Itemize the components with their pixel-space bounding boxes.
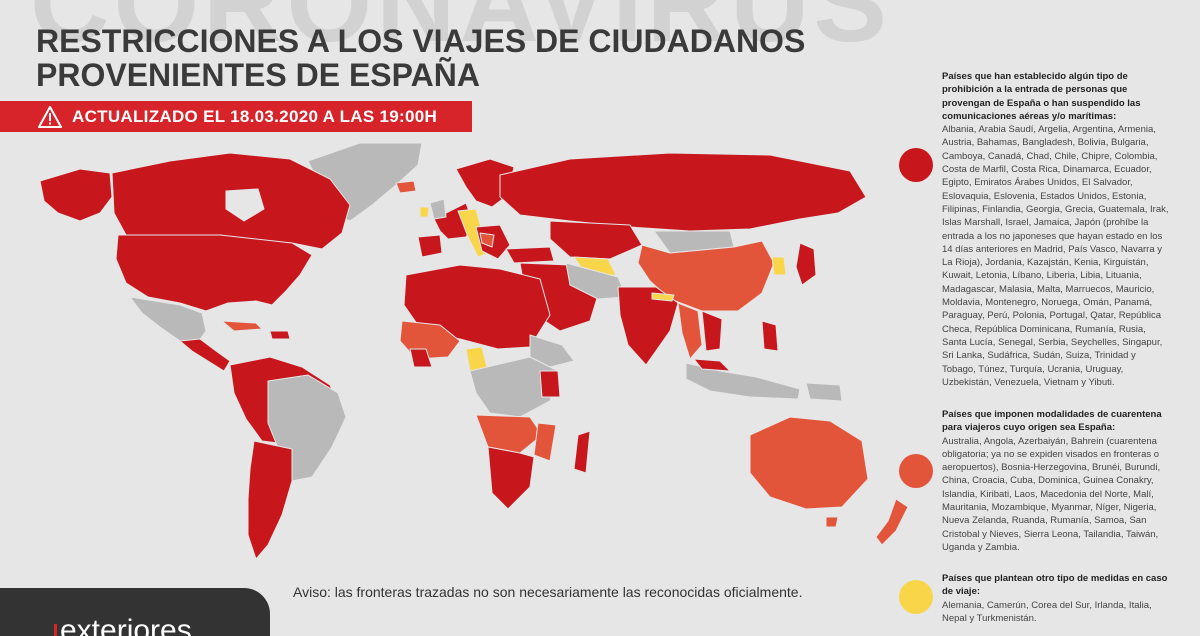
background-watermark-word: CORONAVIRUS xyxy=(30,0,891,65)
logo-accent-bar xyxy=(54,624,57,636)
region-uk xyxy=(429,198,447,220)
warning-icon xyxy=(38,105,62,128)
logo-text: exteriores xyxy=(60,614,192,636)
region-alaska xyxy=(39,168,113,222)
region-horn-of-africa xyxy=(529,334,575,368)
brand-logo: exteriores xyxy=(0,588,270,636)
legend-text-quarantine: Países que imponen modalidades de cuaren… xyxy=(942,408,1172,554)
region-kazakhstan xyxy=(549,220,643,260)
legend-text-other: Países que plantean otro tipo de medidas… xyxy=(942,572,1172,625)
update-label: ACTUALIZADO EL 18.03.2020 A LAS 19:00H xyxy=(72,106,438,126)
region-madagascar xyxy=(573,430,591,474)
legend-dot-prohibition xyxy=(899,148,933,182)
region-malaysia xyxy=(693,358,731,372)
region-iran-afghanistan xyxy=(565,262,627,300)
region-turkey xyxy=(505,246,555,264)
region-indonesia xyxy=(685,362,801,400)
region-australia xyxy=(749,416,869,510)
legend-heading-quarantine: Países que imponen modalidades de cuaren… xyxy=(942,409,1162,434)
legend-text-prohibition: Países que han establecido algún tipo de… xyxy=(942,70,1172,389)
region-ireland xyxy=(419,206,430,218)
region-central-america xyxy=(179,338,231,372)
region-myanmar-thailand xyxy=(677,302,703,360)
region-russia xyxy=(499,152,867,232)
region-croatia xyxy=(479,232,495,248)
region-usa xyxy=(115,234,313,312)
region-japan xyxy=(795,242,817,286)
world-map xyxy=(39,142,909,560)
region-korea xyxy=(771,256,787,276)
page-title: RESTRICCIONES A LOS VIAJES DE CIUDADANOS… xyxy=(36,23,806,93)
region-china xyxy=(637,240,775,312)
legend-heading-other: Países que plantean otro tipo de medidas… xyxy=(942,573,1168,598)
legend-countries-other: Alemania, Camerún, Corea del Sur, Irland… xyxy=(942,599,1152,624)
legend-countries-prohibition: Albania, Arabia Saudí, Argelia, Argentin… xyxy=(942,124,1169,388)
legend-dot-quarantine xyxy=(899,454,933,488)
region-papua xyxy=(805,382,843,402)
legend-countries-quarantine: Australia, Angola, Azerbaiyán, Bahrein (… xyxy=(942,435,1161,553)
region-new-zealand xyxy=(875,498,909,546)
update-banner: ACTUALIZADO EL 18.03.2020 A LAS 19:00H xyxy=(0,101,472,132)
region-india xyxy=(617,286,679,366)
region-coast-west-africa xyxy=(409,348,433,368)
region-angola-zambia xyxy=(475,414,543,454)
region-south-america-south xyxy=(247,440,293,560)
region-iberia xyxy=(417,234,443,258)
map-notice: Aviso: las fronteras trazadas no son nec… xyxy=(293,584,803,600)
region-cuba xyxy=(221,320,263,332)
region-iceland xyxy=(395,180,417,194)
region-hudson-bay xyxy=(225,188,265,222)
region-philippines xyxy=(761,320,779,352)
region-nepal xyxy=(651,292,675,302)
region-tasmania xyxy=(825,516,839,528)
legend-heading-prohibition: Países que han establecido algún tipo de… xyxy=(942,71,1141,122)
region-kenya xyxy=(539,370,561,398)
legend-dot-other xyxy=(899,580,933,614)
region-vietnam-cambodia xyxy=(701,310,723,352)
region-mozambique xyxy=(533,422,557,462)
region-southern-africa xyxy=(487,446,535,510)
region-hispaniola xyxy=(269,330,291,340)
region-central-africa xyxy=(469,356,559,418)
